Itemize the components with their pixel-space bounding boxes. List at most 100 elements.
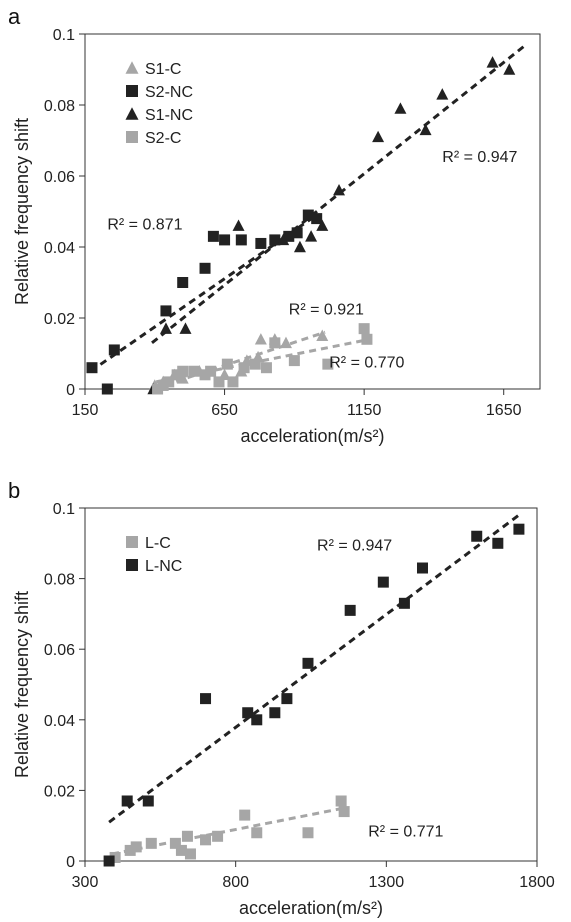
data-point — [311, 213, 323, 225]
r-squared-label: R² = 0.771 — [368, 823, 443, 840]
legend-marker — [126, 536, 138, 548]
x-tick-label: 1800 — [519, 874, 555, 891]
data-point — [157, 379, 169, 391]
y-tick-label: 0.08 — [44, 572, 75, 589]
data-point — [130, 841, 142, 853]
data-point — [177, 277, 189, 288]
x-tick-label: 1150 — [347, 402, 382, 419]
data-point — [235, 234, 247, 246]
y-tick-label: 0.04 — [44, 713, 75, 730]
legend-label: S2-NC — [145, 84, 193, 101]
data-point — [142, 795, 154, 807]
data-point — [279, 336, 292, 349]
data-point — [199, 262, 211, 274]
data-point — [486, 56, 499, 68]
y-tick-label: 0.1 — [53, 27, 75, 44]
data-point — [471, 530, 483, 542]
data-point — [175, 844, 187, 856]
data-point — [358, 323, 370, 335]
data-point — [251, 827, 263, 839]
data-point — [260, 362, 272, 374]
data-point — [242, 707, 254, 719]
data-point — [302, 827, 314, 839]
chart-panel-b: b 300 800 1300 1800 0 0.02 0.04 0.06 0.08 0.1 accel… — [8, 478, 555, 918]
data-point — [269, 337, 281, 349]
data-point — [394, 102, 407, 114]
data-point — [152, 383, 164, 395]
data-point — [213, 376, 225, 388]
trendline-l-nc — [108, 513, 520, 824]
plot-frame — [84, 507, 538, 862]
series-l-nc — [103, 523, 525, 867]
y-tick-label: 0.02 — [44, 311, 75, 328]
legend: L-C L-NC — [126, 535, 182, 575]
data-point — [200, 834, 212, 846]
y-tick-label: 0 — [66, 382, 75, 399]
data-point — [169, 837, 181, 849]
data-point — [145, 837, 157, 849]
y-tick-label: 0.04 — [44, 240, 75, 257]
panel-letter: a — [8, 4, 21, 29]
data-point — [108, 344, 120, 356]
data-point — [277, 233, 290, 246]
y-tick-label: 0.06 — [44, 169, 75, 186]
data-point — [338, 806, 350, 818]
data-point — [436, 88, 449, 100]
y-tick-label: 0.08 — [44, 98, 75, 115]
legend-label: S2-C — [145, 130, 181, 147]
data-point — [188, 365, 200, 377]
panel-letter: b — [8, 478, 20, 503]
data-point — [205, 365, 217, 377]
x-tick-label: 1650 — [486, 402, 522, 419]
r-squared-label: R² = 0.947 — [442, 149, 517, 166]
y-tick-label: 0.06 — [44, 642, 75, 659]
data-point — [281, 693, 293, 705]
r-squared-label: R² = 0.871 — [107, 216, 182, 233]
data-point — [163, 376, 175, 388]
data-point — [109, 851, 121, 863]
legend-marker — [125, 107, 139, 120]
data-point — [302, 657, 314, 669]
data-point — [177, 365, 189, 377]
data-point — [372, 130, 385, 143]
data-point — [212, 830, 224, 842]
data-point — [101, 383, 113, 395]
data-point — [269, 234, 281, 246]
data-point — [124, 844, 136, 856]
legend-marker — [126, 85, 138, 97]
legend-label: L-NC — [145, 558, 182, 575]
data-point — [316, 329, 329, 341]
data-point — [184, 848, 196, 860]
x-tick-label: 300 — [72, 874, 99, 891]
y-axis-title: Relative frequency shift — [12, 591, 32, 778]
x-axis-title: acceleration(m/s²) — [239, 898, 383, 918]
r-squared-label: R² = 0.770 — [329, 355, 404, 372]
series-l-c — [109, 795, 350, 863]
data-point — [238, 362, 250, 374]
data-point — [254, 333, 267, 345]
data-point — [283, 230, 295, 242]
data-point — [503, 63, 516, 75]
data-point — [176, 372, 189, 384]
data-point — [239, 809, 251, 821]
data-point — [103, 855, 115, 867]
data-point — [199, 369, 211, 381]
data-point — [179, 322, 192, 334]
legend-marker — [125, 61, 139, 74]
legend: S1-C S2-NC S1-NC S2-C — [125, 61, 193, 147]
legend-label: S1-C — [145, 61, 181, 78]
data-point — [207, 230, 219, 242]
r-squared-label: R² = 0.921 — [289, 301, 364, 318]
r-squared-label: R² = 0.947 — [317, 537, 392, 554]
data-point — [377, 576, 389, 588]
data-point — [232, 219, 245, 231]
series-s1-nc — [147, 56, 516, 395]
data-point — [305, 230, 318, 242]
data-point — [333, 183, 346, 196]
data-point — [361, 333, 373, 345]
data-point — [316, 219, 329, 231]
data-point — [492, 537, 504, 549]
data-point — [335, 795, 347, 807]
data-point — [288, 355, 300, 367]
